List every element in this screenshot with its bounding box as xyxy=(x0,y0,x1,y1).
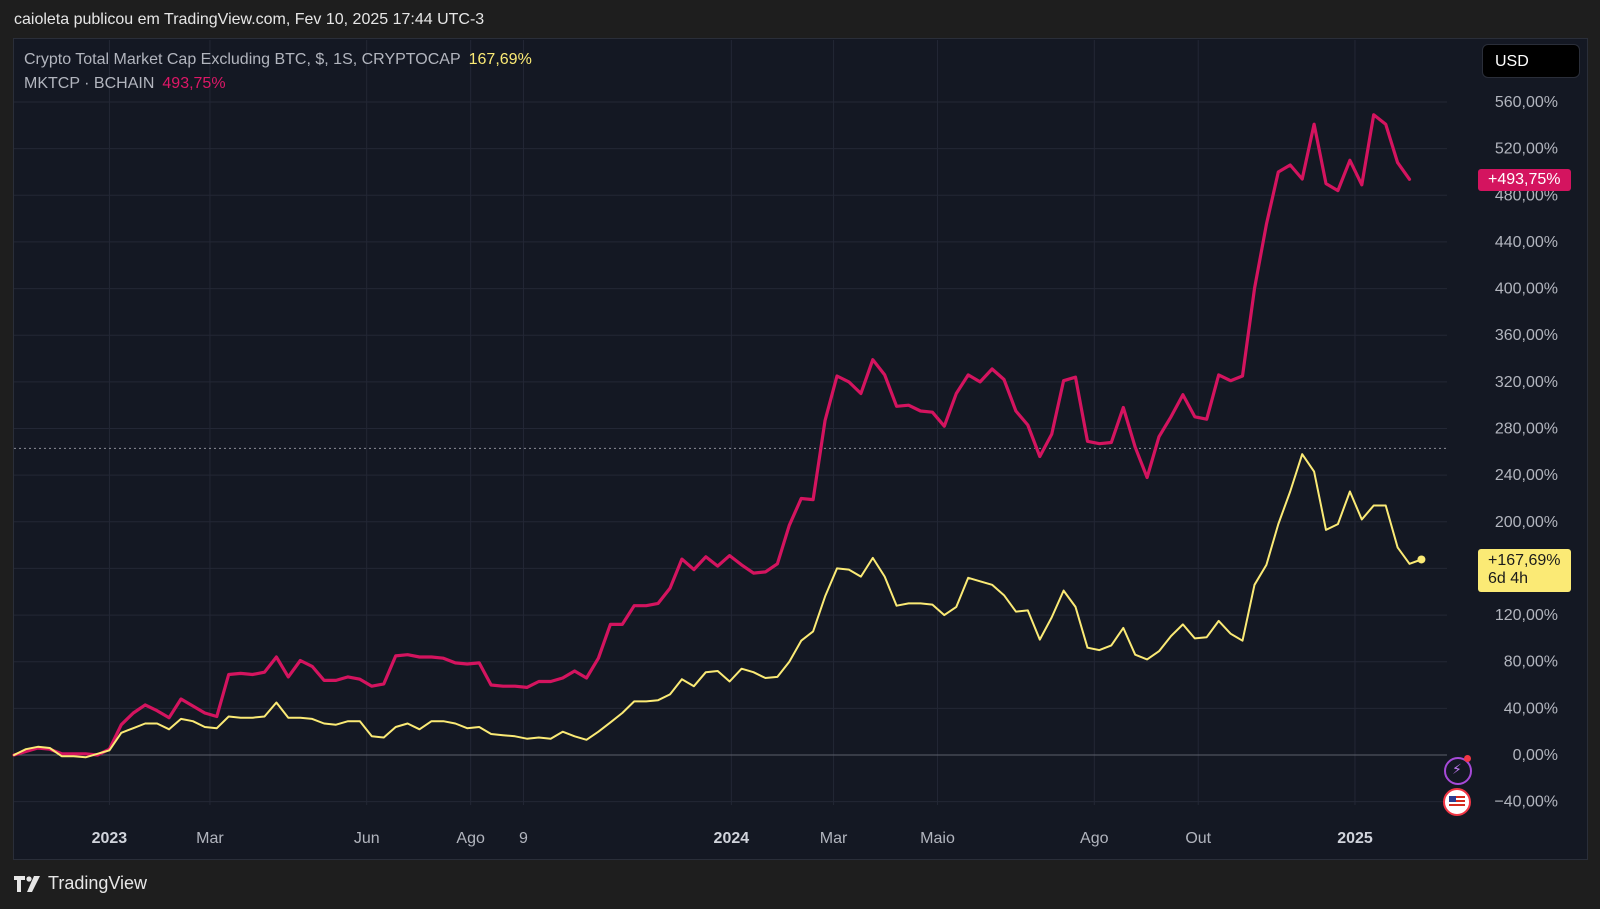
flag-canton xyxy=(1449,796,1456,802)
badge-yellow-value: +167,69% xyxy=(1488,552,1561,569)
legend-series1-name: Crypto Total Market Cap Excluding BTC, $… xyxy=(24,51,461,68)
legend-series2-value: 493,75% xyxy=(162,75,226,92)
y-tick-label: 240,00% xyxy=(1495,467,1558,484)
publish-line: caioleta publicou em TradingView.com, Fe… xyxy=(14,11,485,28)
notification-dot xyxy=(1464,755,1471,762)
x-tick-label: Jun xyxy=(354,830,380,847)
footer-brand[interactable]: TradingView xyxy=(14,873,147,894)
footer-brand-label: TradingView xyxy=(48,873,148,893)
x-tick-label: Ago xyxy=(1080,830,1109,847)
x-tick-label: 2025 xyxy=(1337,830,1373,847)
last-value-badge-yellow: +167,69% 6d 4h xyxy=(1478,549,1571,592)
y-tick-label: 320,00% xyxy=(1495,374,1558,391)
y-tick-label: 200,00% xyxy=(1495,514,1558,531)
y-tick-label: 0,00% xyxy=(1513,747,1558,764)
y-tick-label: 480,00% xyxy=(1495,187,1558,204)
y-tick-label: 400,00% xyxy=(1495,281,1558,298)
last-value-badge-pink: +493,75% xyxy=(1478,169,1571,191)
legend-series2-name: MKTCP · BCHAIN xyxy=(24,75,155,92)
series-line-altcap xyxy=(13,453,1423,759)
y-tick-label: 520,00% xyxy=(1495,141,1558,158)
legend-row-altcap[interactable]: Crypto Total Market Cap Excluding BTC, $… xyxy=(24,48,532,72)
tradingview-logo-icon xyxy=(14,875,40,892)
series-layer xyxy=(12,113,1426,759)
x-tick-label: 9 xyxy=(519,830,528,847)
x-axis: 2023 Mar Jun Ago 9 2024 Mar Maio Ago Out 2025 xyxy=(92,830,1373,847)
y-tick-label: 440,00% xyxy=(1495,234,1558,251)
legend-row-mktcp[interactable]: MKTCP · BCHAIN 493,75% xyxy=(24,72,532,96)
x-tick-label: Maio xyxy=(920,830,955,847)
legend: Crypto Total Market Cap Excluding BTC, $… xyxy=(24,48,532,96)
x-tick-label: 2024 xyxy=(714,830,750,847)
currency-button[interactable]: USD xyxy=(1482,44,1580,78)
x-tick-label: 2023 xyxy=(92,830,128,847)
y-tick-label: 360,00% xyxy=(1495,327,1558,344)
y-tick-label: 80,00% xyxy=(1504,654,1558,671)
badge-yellow-countdown: 6d 4h xyxy=(1488,570,1529,587)
us-flag-icon[interactable] xyxy=(1443,788,1471,816)
last-point-marker xyxy=(1417,555,1426,564)
x-tick-label: Ago xyxy=(456,830,485,847)
y-axis: 560,00% 520,00% 480,00% 440,00% 400,00% 360,0… xyxy=(1494,94,1558,811)
x-tick-label: Mar xyxy=(820,830,848,847)
series-line-mktcp xyxy=(12,113,1412,757)
lightning-icon[interactable] xyxy=(1444,757,1472,785)
x-tick-label: Mar xyxy=(196,830,224,847)
y-tick-label: 40,00% xyxy=(1504,700,1558,717)
legend-series1-value: 167,69% xyxy=(468,51,532,68)
grid-layer xyxy=(14,40,1447,805)
y-tick-label: 560,00% xyxy=(1495,94,1558,111)
y-tick-label: 280,00% xyxy=(1495,421,1558,438)
y-tick-label: 120,00% xyxy=(1495,607,1558,624)
y-tick-label: −40,00% xyxy=(1494,794,1558,811)
x-tick-label: Out xyxy=(1185,830,1211,847)
